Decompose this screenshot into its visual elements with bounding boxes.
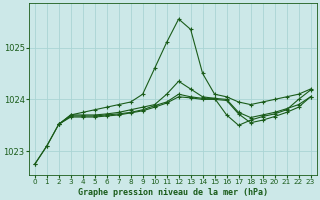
X-axis label: Graphe pression niveau de la mer (hPa): Graphe pression niveau de la mer (hPa) <box>78 188 268 197</box>
